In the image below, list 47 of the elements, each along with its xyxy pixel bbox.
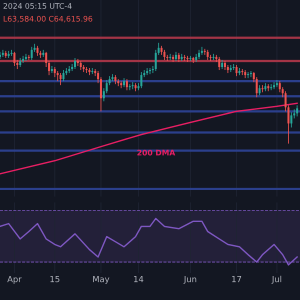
candlestick [250, 70, 252, 78]
candlestick [261, 84, 264, 93]
candlestick [221, 60, 224, 70]
candlestick [30, 46, 33, 60]
candlestick [36, 45, 39, 56]
candlestick [62, 70, 64, 82]
candlestick [148, 68, 152, 74]
candlestick [80, 60, 82, 70]
candlestick [258, 84, 261, 96]
candlestick [278, 80, 281, 93]
candlestick [60, 72, 62, 86]
candlestick [236, 64, 238, 76]
candlestick [184, 54, 186, 62]
candlestick [163, 49, 166, 60]
candlestick [140, 72, 142, 89]
candlestick [198, 49, 200, 60]
x-tick-label: 15 [50, 276, 60, 282]
x-tick-label: 14 [134, 276, 144, 282]
candlestick [290, 112, 292, 128]
candlestick [19, 58, 22, 68]
candlestick [232, 64, 235, 70]
candlestick [224, 60, 226, 70]
candlestick [212, 53, 214, 60]
x-tick-label: May [93, 276, 110, 284]
candlestick [296, 104, 298, 117]
candlestick [174, 51, 177, 62]
candlestick [13, 51, 16, 66]
x-tick-label: 17 [232, 276, 242, 282]
candlestick [114, 74, 116, 85]
candlestick [206, 49, 209, 60]
candlestick [123, 78, 126, 88]
candlestick [86, 66, 88, 74]
candlestick [178, 52, 180, 62]
candlestick [10, 49, 13, 56]
candlestick [126, 78, 128, 91]
candlestick [74, 58, 76, 70]
x-tick-label: Jun [183, 276, 196, 284]
candlestick [186, 56, 189, 62]
candlestick [247, 72, 250, 79]
candlestick [28, 54, 30, 60]
x-tick-label: Apr [7, 276, 22, 284]
x-tick-label: Jul [271, 276, 282, 284]
candlestick [189, 56, 192, 62]
candlestick [218, 56, 220, 70]
candlestick [54, 66, 56, 78]
candlestick [270, 84, 272, 91]
candlestick [56, 70, 59, 82]
